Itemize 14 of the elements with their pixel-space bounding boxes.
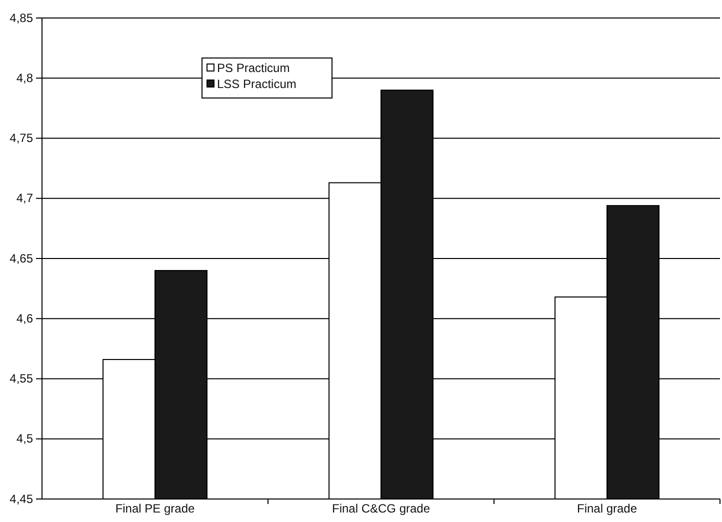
- y-tick-label: 4,6: [16, 311, 34, 326]
- x-tick-label: Final C&CG grade: [332, 502, 430, 516]
- x-tick-label: Final grade: [576, 502, 638, 516]
- legend-label: LSS Practicum: [217, 77, 296, 91]
- y-tick-label: 4,5: [16, 432, 34, 446]
- y-tick-label: 4,75: [10, 131, 34, 146]
- y-tick-label: 4,85: [10, 10, 34, 25]
- y-tick-label: 4,65: [10, 251, 34, 266]
- y-tick-label: 4,8: [16, 70, 34, 85]
- x-tick-label: Final PE grade: [115, 502, 196, 516]
- y-tick-label: 4,7: [16, 191, 34, 206]
- y-tick-label: 4,55: [10, 372, 34, 386]
- y-tick-label: 4,45: [10, 492, 34, 506]
- legend-label: PS Practicum: [217, 61, 290, 75]
